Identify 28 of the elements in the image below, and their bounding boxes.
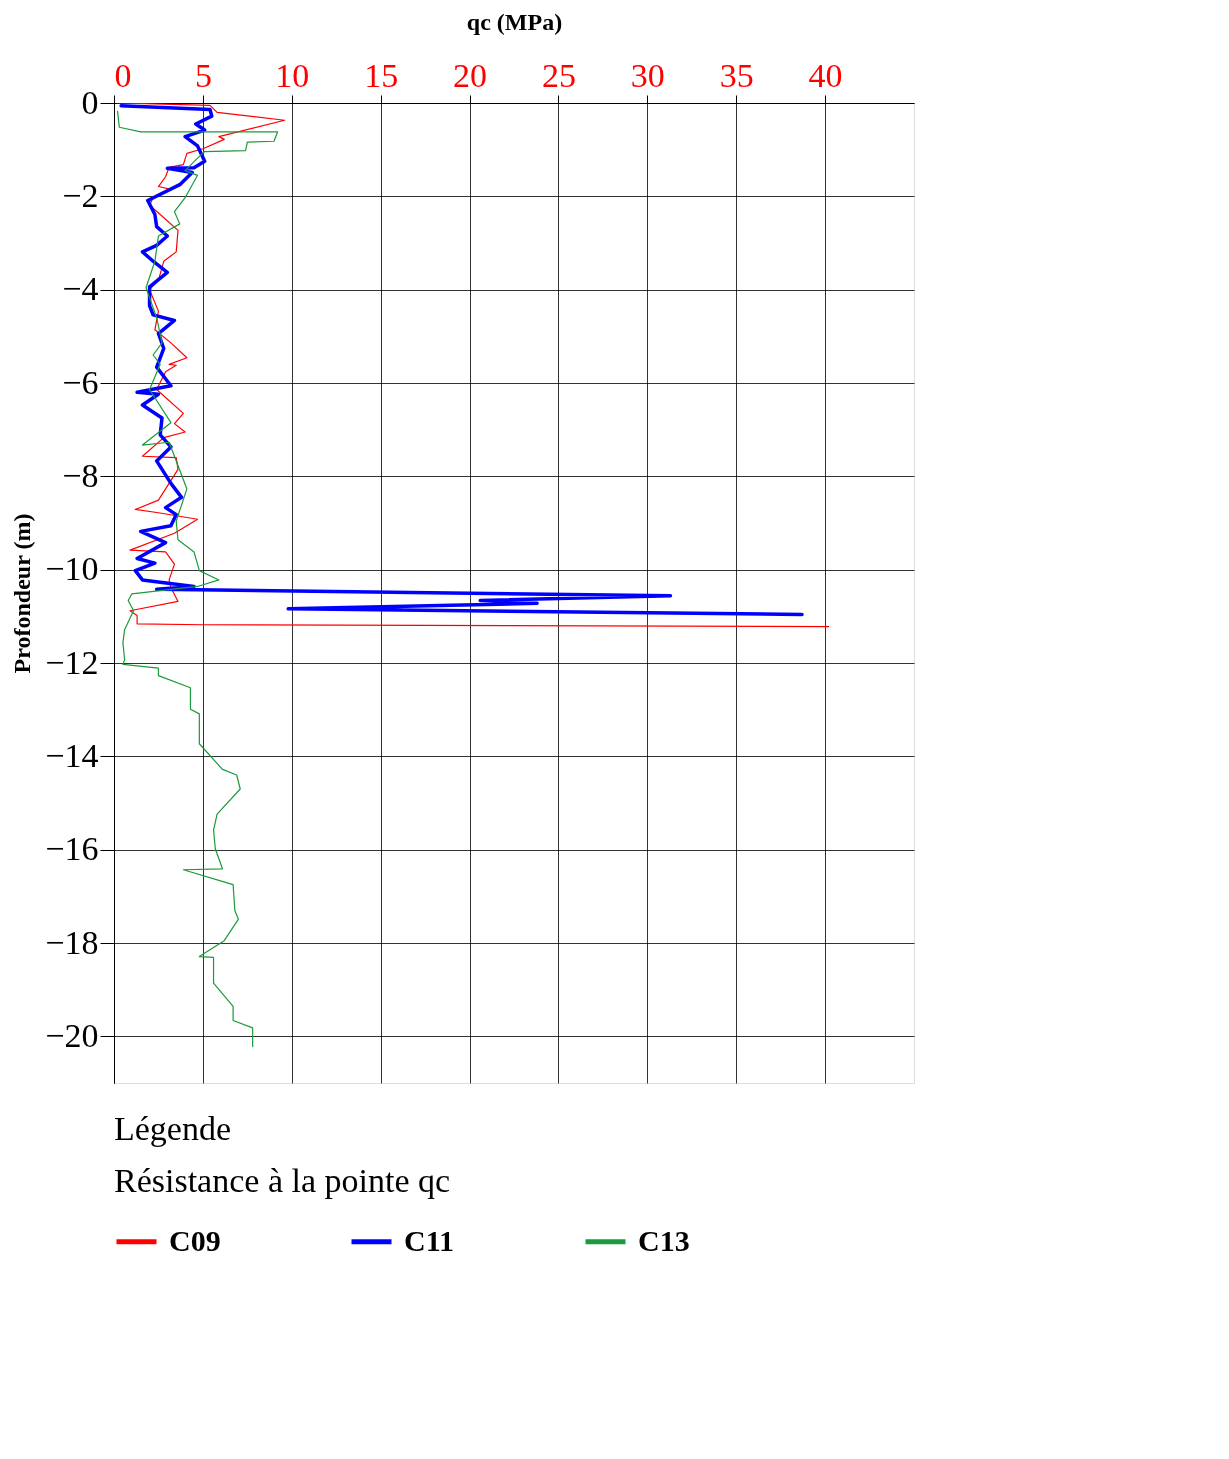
x-tick-label: 40 — [808, 56, 843, 94]
y-tick-label: −12 — [45, 643, 99, 681]
legend-label: C09 — [169, 1223, 221, 1257]
x-tick-label: 0 — [114, 56, 132, 94]
x-tick-label: 30 — [630, 56, 665, 94]
y-tick-label: −8 — [62, 456, 99, 494]
x-tick-label: 25 — [541, 56, 576, 94]
x-tick-label: 5 — [194, 56, 212, 94]
x-tick-label: 20 — [453, 56, 488, 94]
x-tick-label: 10 — [275, 56, 310, 94]
y-tick-label: −2 — [62, 176, 99, 214]
y-tick-label: 0 — [81, 83, 99, 121]
legend-label: C13 — [638, 1223, 690, 1257]
legend-label: C11 — [404, 1223, 455, 1257]
text: Résistance à la pointe qc — [114, 1162, 451, 1199]
y-tick-label: −10 — [45, 550, 99, 588]
legend-title: Légende — [114, 1110, 232, 1147]
y-tick-label: −4 — [62, 270, 99, 308]
y-tick-label: −16 — [45, 830, 99, 868]
line-series — [116, 110, 279, 1048]
x-tick-label: 15 — [364, 56, 399, 94]
y-axis-title: Profondeur (m) — [9, 513, 36, 674]
y-tick-label: −20 — [45, 1016, 99, 1054]
y-tick-label: −14 — [45, 736, 99, 774]
y-tick-label: −18 — [45, 923, 99, 961]
y-tick-label: −6 — [62, 363, 99, 401]
x-tick-label: 35 — [719, 56, 754, 94]
x-axis-title: qc (MPa) — [466, 8, 563, 35]
